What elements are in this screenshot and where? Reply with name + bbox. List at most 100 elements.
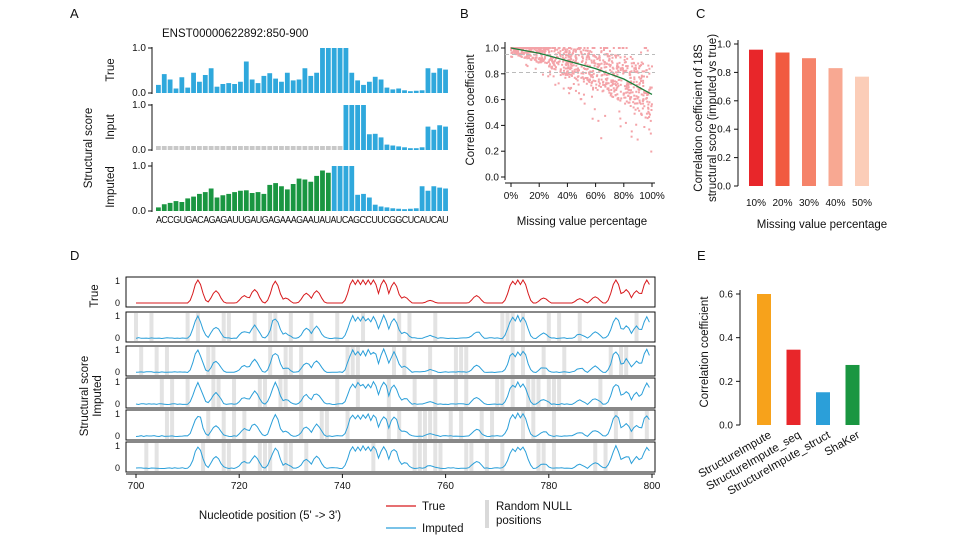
panel-b-point <box>549 73 552 76</box>
panel-b-point <box>610 60 613 63</box>
panel-b-point <box>600 50 603 53</box>
panel-b-point <box>569 47 572 49</box>
panel-b-point <box>648 101 651 104</box>
panel-b-point <box>520 55 523 58</box>
panel-b-point <box>623 96 626 99</box>
panel-b-point <box>571 52 574 55</box>
panel-b-point <box>646 117 649 120</box>
panel-b-point <box>578 48 581 51</box>
panel-d-null-position <box>500 379 505 407</box>
panel-d-null-position <box>593 443 598 471</box>
panel-a-true-bar <box>197 81 202 93</box>
panel-b-point <box>624 121 627 124</box>
panel-b-point <box>635 90 638 93</box>
panel-d-null-position <box>392 347 396 375</box>
panel-a-imputed-bar <box>179 202 185 211</box>
panel-b-point <box>516 47 519 49</box>
panel-b-point <box>551 65 554 68</box>
panel-a-input-bar <box>361 105 366 150</box>
panel-b-point <box>595 83 598 86</box>
panel-b-point <box>641 107 644 110</box>
panel-b-point <box>528 57 531 60</box>
panel-a-input-bar <box>431 129 437 150</box>
panel-d-null-position <box>211 379 216 407</box>
panel-b-point <box>617 97 620 100</box>
panel-b-point <box>596 65 599 68</box>
panel-b-point <box>585 58 588 61</box>
panel-d-null-position <box>505 313 510 341</box>
panel-b-point <box>632 86 635 89</box>
panel-b-point <box>630 70 633 73</box>
panel-b-point <box>633 78 636 81</box>
panel-b-point <box>635 80 638 83</box>
panel-b-point <box>605 62 608 65</box>
panel-b-point <box>566 62 569 65</box>
panel-a-true-bar <box>407 91 413 93</box>
panel-b-point <box>586 49 589 52</box>
panel-a-input-bar-missing <box>302 146 308 150</box>
panel-b-point <box>624 87 627 90</box>
panel-b-xtick-label: 20% <box>529 191 549 202</box>
panel-a-imputed-bar <box>214 197 220 211</box>
panel-d-null-position <box>319 411 324 439</box>
panel-b-ytick-label: 0.2 <box>485 147 499 158</box>
panel-b-point <box>625 83 628 86</box>
panel-b-point <box>626 65 629 68</box>
panel-b-point <box>559 55 562 58</box>
panel-b-point <box>650 86 653 89</box>
panel-b-point <box>510 51 513 54</box>
panel-a-input-bar-missing <box>308 146 314 150</box>
panel-b-point <box>611 82 614 85</box>
panel-b-point <box>645 112 648 115</box>
panel-b-point <box>590 75 593 78</box>
panel-a-input-bar-missing <box>202 146 208 150</box>
panel-a-true-bar <box>396 88 402 93</box>
panel-b-point <box>519 55 522 58</box>
panel-b-point <box>576 69 579 72</box>
panel-b-point <box>642 98 645 101</box>
panel-b-point <box>623 58 626 61</box>
panel-b-point <box>596 58 599 61</box>
panel-a-true-bar <box>372 76 378 93</box>
panel-d-imputed-line <box>135 411 650 438</box>
panel-b-point <box>607 73 610 76</box>
panel-a-true-bar <box>173 88 179 93</box>
panel-b-point <box>574 55 577 58</box>
panel-d-null-position <box>536 443 541 471</box>
panel-b-point <box>553 50 556 53</box>
panel-d-null-position <box>149 313 154 341</box>
panel-a-input-bar-missing <box>208 146 214 150</box>
panel-a-input-bar-missing <box>273 146 278 150</box>
panel-a-row-label-imputed: Imputed <box>105 166 117 208</box>
panel-a-true-bar <box>390 89 396 93</box>
panel-d-null-position <box>464 379 469 407</box>
panel-d-null-position <box>598 379 603 407</box>
panel-b-point <box>633 98 636 101</box>
panel-d-row-frame <box>125 409 656 441</box>
panel-b-point <box>619 99 622 102</box>
panel-b-point <box>554 57 557 60</box>
panel-e-bar <box>845 364 860 425</box>
panel-b-point <box>561 56 564 59</box>
panel-d-null-position <box>541 347 546 375</box>
panel-d-ytick-1: 1 <box>115 377 120 387</box>
panel-d-null-position <box>608 347 613 375</box>
panel-b-point <box>550 50 553 53</box>
panel-b-point <box>626 91 629 94</box>
panel-c-ytick-label: 0.6 <box>717 96 731 107</box>
panel-b-point <box>573 68 576 71</box>
panel-b-point <box>566 70 569 73</box>
panel-d-xtick-label: 740 <box>334 481 351 492</box>
panel-b-point <box>530 59 533 62</box>
panel-b-point <box>590 51 593 54</box>
panel-b-point <box>533 47 536 49</box>
panel-b-point <box>638 67 641 70</box>
panel-b-point <box>621 64 624 67</box>
panel-b-point <box>606 55 609 58</box>
panel-b-point <box>601 81 604 84</box>
panel-c-xtick-label: 10% <box>746 198 766 209</box>
panel-b-point <box>604 78 607 81</box>
panel-b-point <box>610 84 613 87</box>
panel-b-point <box>562 52 565 55</box>
